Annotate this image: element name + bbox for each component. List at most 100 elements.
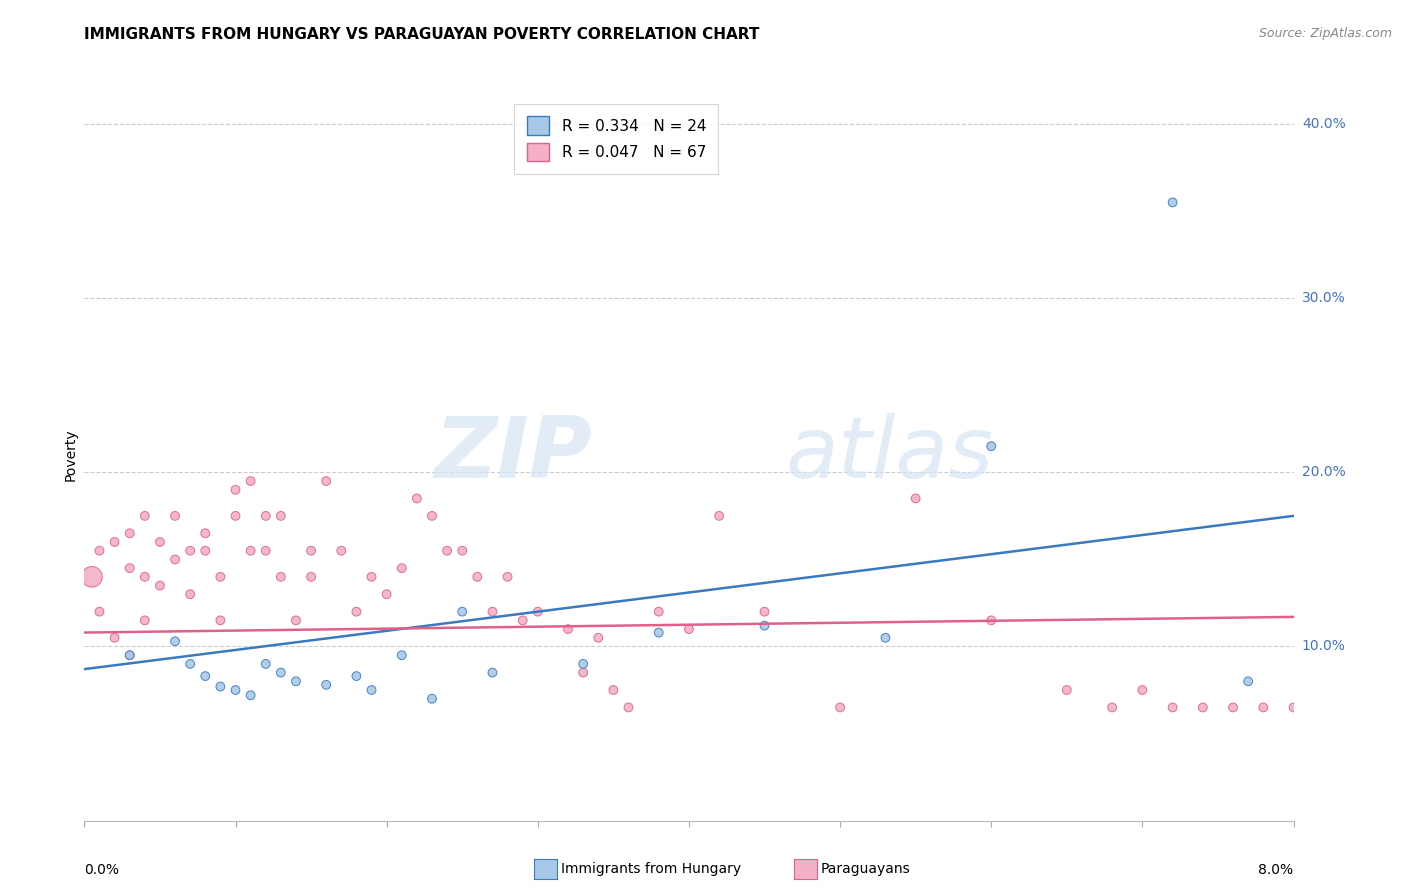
Point xyxy=(239,474,262,488)
Point xyxy=(1222,700,1244,714)
Point xyxy=(134,570,156,584)
Point xyxy=(346,605,368,619)
Point xyxy=(980,613,1002,627)
Point xyxy=(512,613,534,627)
Point xyxy=(165,634,187,648)
Point xyxy=(118,561,141,575)
Point xyxy=(602,683,624,698)
Point xyxy=(315,678,337,692)
Point xyxy=(134,613,156,627)
Text: Immigrants from Hungary: Immigrants from Hungary xyxy=(561,862,741,876)
Point xyxy=(557,622,579,636)
Text: 20.0%: 20.0% xyxy=(1302,466,1346,479)
Point xyxy=(165,552,187,566)
Point xyxy=(588,631,610,645)
Point xyxy=(481,605,503,619)
Point xyxy=(754,618,776,632)
Point xyxy=(194,526,217,541)
Point xyxy=(346,669,368,683)
Point xyxy=(875,631,897,645)
Y-axis label: Poverty: Poverty xyxy=(63,429,77,481)
Point xyxy=(225,683,247,698)
Point xyxy=(709,508,731,523)
Point xyxy=(572,657,595,671)
Point xyxy=(89,605,111,619)
Point xyxy=(194,669,217,683)
Point xyxy=(527,605,550,619)
Point xyxy=(360,570,382,584)
Text: 10.0%: 10.0% xyxy=(1302,640,1346,654)
Point xyxy=(647,605,671,619)
Text: IMMIGRANTS FROM HUNGARY VS PARAGUAYAN POVERTY CORRELATION CHART: IMMIGRANTS FROM HUNGARY VS PARAGUAYAN PO… xyxy=(84,27,759,42)
Point xyxy=(270,508,292,523)
Text: 0.0%: 0.0% xyxy=(84,863,120,877)
Point xyxy=(254,657,277,671)
Point xyxy=(754,605,776,619)
Point xyxy=(481,665,503,680)
Point xyxy=(1237,674,1260,689)
Point xyxy=(239,688,262,702)
Point xyxy=(80,570,103,584)
Point xyxy=(330,543,353,558)
Point xyxy=(254,508,277,523)
Point xyxy=(179,657,201,671)
Point xyxy=(104,631,127,645)
Text: Paraguayans: Paraguayans xyxy=(821,862,911,876)
Point xyxy=(299,543,322,558)
Text: atlas: atlas xyxy=(786,413,994,497)
Point xyxy=(149,535,172,549)
Text: 30.0%: 30.0% xyxy=(1302,291,1346,305)
Point xyxy=(830,700,852,714)
Point xyxy=(451,605,474,619)
Point xyxy=(496,570,519,584)
Point xyxy=(225,483,247,497)
Point xyxy=(284,674,308,689)
Point xyxy=(375,587,398,601)
Point xyxy=(420,691,443,706)
Point xyxy=(1056,683,1078,698)
Point xyxy=(254,543,277,558)
Point xyxy=(118,648,141,663)
Point xyxy=(980,439,1002,453)
Point xyxy=(647,625,671,640)
Point xyxy=(467,570,489,584)
Point xyxy=(104,535,127,549)
Point xyxy=(209,570,232,584)
Point xyxy=(315,474,337,488)
Text: Source: ZipAtlas.com: Source: ZipAtlas.com xyxy=(1258,27,1392,40)
Point xyxy=(134,508,156,523)
Point xyxy=(1282,700,1305,714)
Point xyxy=(391,561,413,575)
Point xyxy=(118,526,141,541)
Point xyxy=(436,543,458,558)
Point xyxy=(225,508,247,523)
Point xyxy=(1101,700,1123,714)
Point xyxy=(165,508,187,523)
Point xyxy=(209,613,232,627)
Point xyxy=(1132,683,1154,698)
Point xyxy=(179,587,201,601)
Point xyxy=(89,543,111,558)
Point xyxy=(179,543,201,558)
Point xyxy=(406,491,429,506)
Point xyxy=(572,665,595,680)
Point xyxy=(617,700,640,714)
Point xyxy=(391,648,413,663)
Point xyxy=(149,578,172,592)
Text: ZIP: ZIP xyxy=(434,413,592,497)
Point xyxy=(360,683,382,698)
Point xyxy=(194,543,217,558)
Point xyxy=(209,680,232,694)
Point xyxy=(1192,700,1215,714)
Point xyxy=(1161,195,1184,210)
Point xyxy=(420,508,443,523)
Text: 40.0%: 40.0% xyxy=(1302,117,1346,131)
Point xyxy=(904,491,927,506)
Legend: R = 0.334   N = 24, R = 0.047   N = 67: R = 0.334 N = 24, R = 0.047 N = 67 xyxy=(515,104,718,174)
Point xyxy=(284,613,308,627)
Point xyxy=(239,543,262,558)
Point xyxy=(270,665,292,680)
Point xyxy=(1161,700,1184,714)
Point xyxy=(118,648,141,663)
Point xyxy=(270,570,292,584)
